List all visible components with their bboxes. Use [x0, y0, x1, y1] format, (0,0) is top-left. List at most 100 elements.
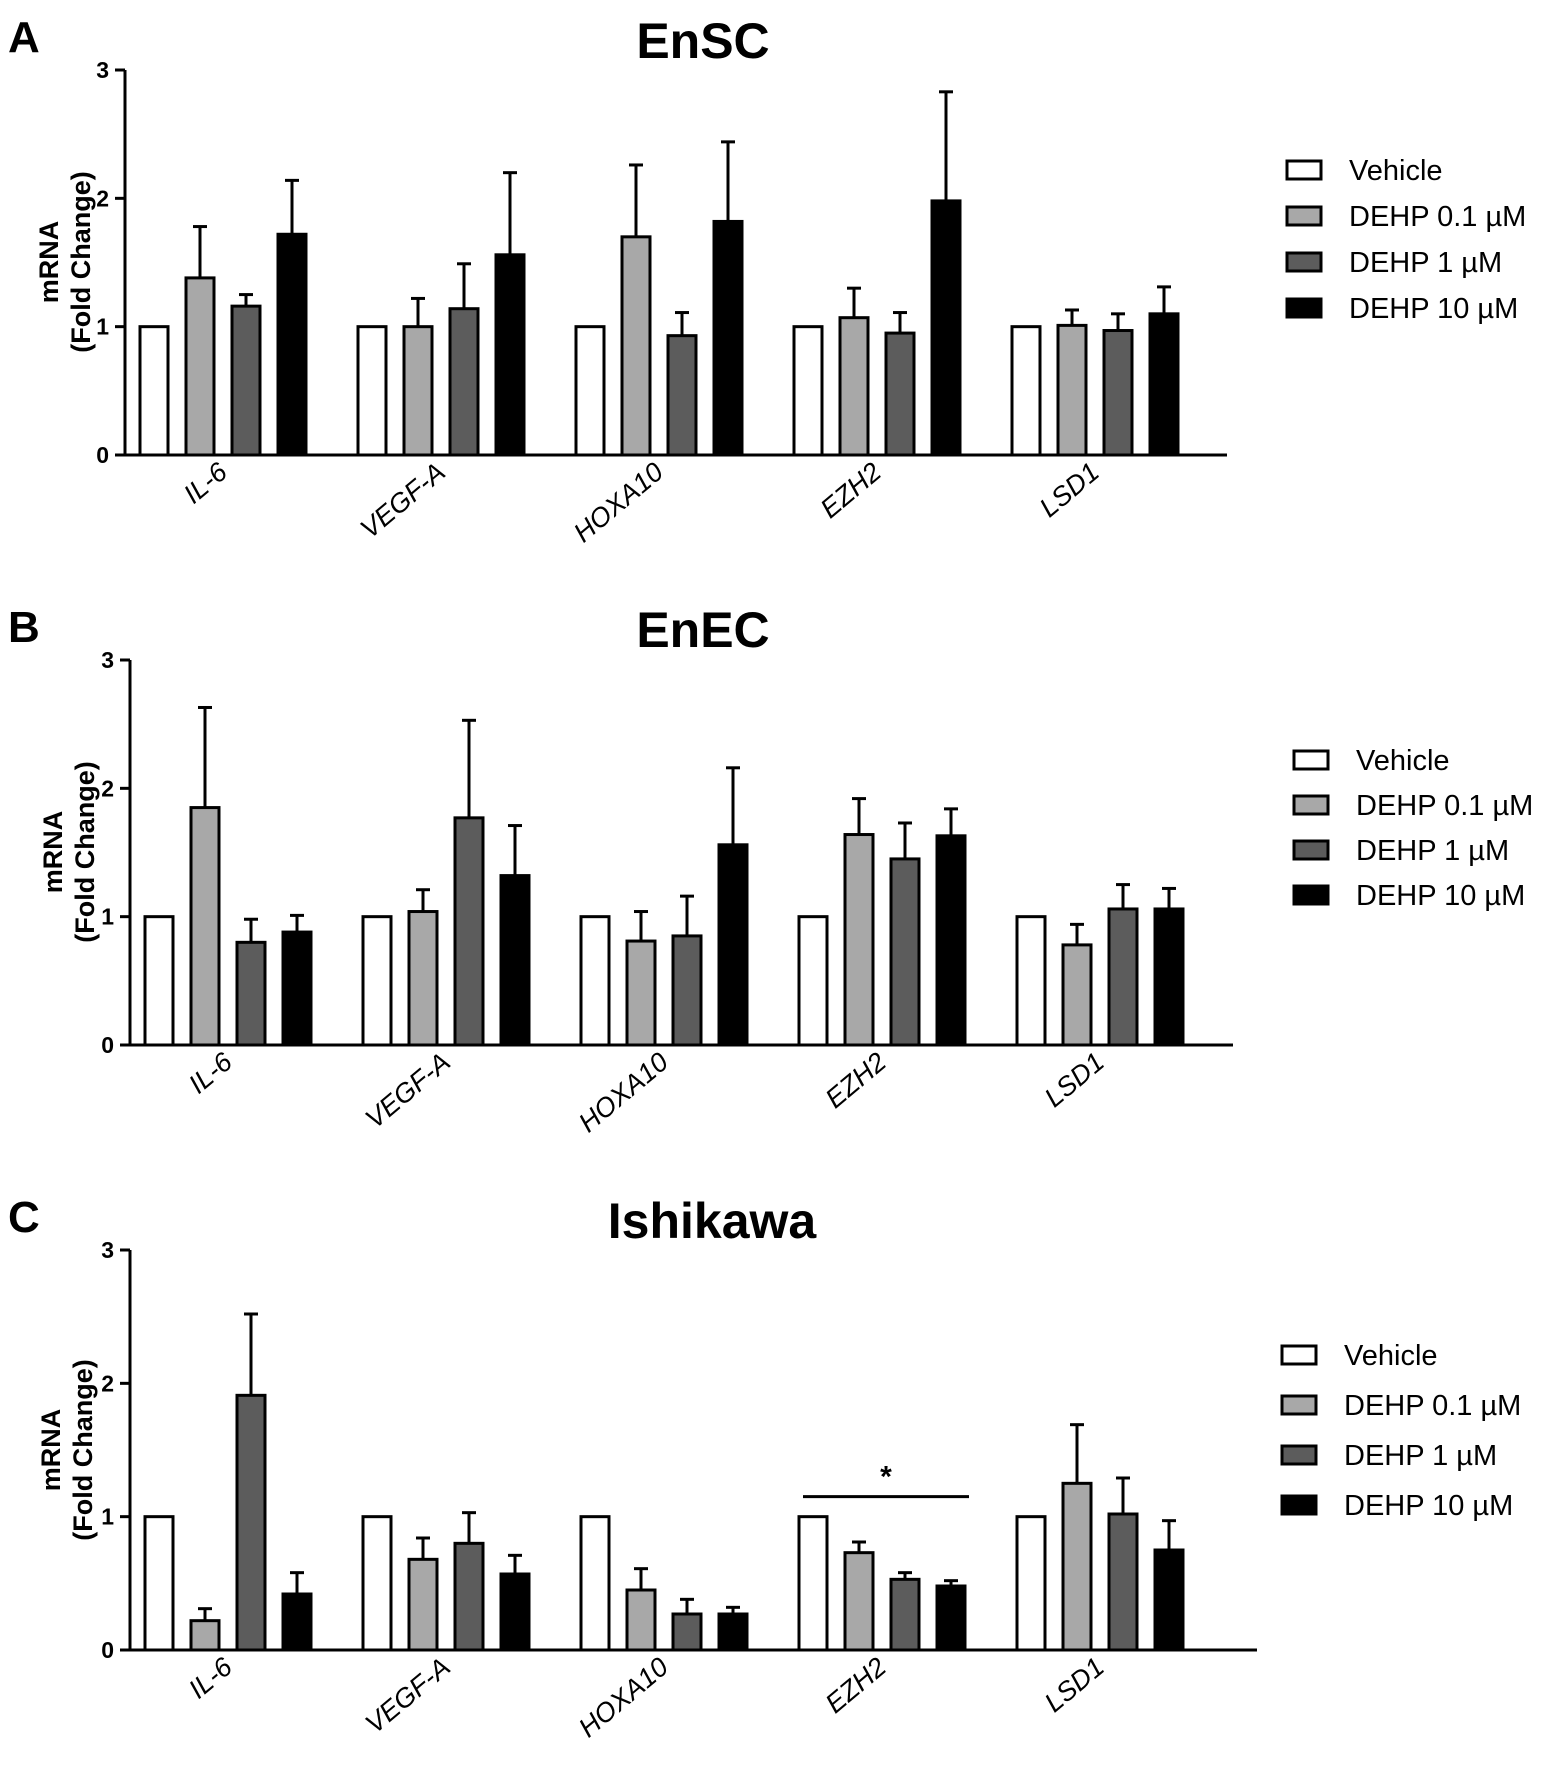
bar — [356, 325, 388, 457]
y-tick-label: 0 — [101, 1032, 114, 1058]
y-tick-label: 3 — [101, 1237, 114, 1263]
legend-swatch — [1280, 1494, 1318, 1516]
bar — [276, 232, 308, 457]
y-axis-label-units: (Fold Change) — [66, 171, 96, 352]
bar — [1107, 907, 1139, 1047]
y-axis-label-units: (Fold Change) — [68, 1359, 98, 1540]
bar — [1010, 325, 1042, 457]
legend-label: DEHP 0.1 µM — [1356, 790, 1533, 822]
y-axis-label: mRNA — [36, 1409, 66, 1492]
bar — [889, 1577, 921, 1652]
bar — [1102, 329, 1134, 457]
panel-letter: C — [8, 1193, 40, 1242]
legend-swatch — [1285, 205, 1323, 227]
legend: Vehicle DEHP 0.1 µM DEHP 1 µM DEHP 10 µM — [1280, 1340, 1521, 1522]
bar — [453, 816, 485, 1047]
bar — [717, 843, 749, 1047]
y-axis-label: mRNA — [34, 221, 64, 304]
bar — [717, 1612, 749, 1652]
bar — [143, 915, 175, 1047]
bar — [930, 199, 962, 457]
bar — [671, 1612, 703, 1652]
bar — [843, 833, 875, 1047]
bar — [361, 1515, 393, 1652]
legend: Vehicle DEHP 0.1 µM DEHP 1 µM DEHP 10 µM — [1285, 155, 1526, 325]
y-axis-label-units: (Fold Change) — [70, 761, 100, 942]
panel-letter: A — [8, 13, 40, 62]
bar — [625, 1588, 657, 1652]
bar — [499, 874, 531, 1047]
legend-label: DEHP 1 µM — [1356, 835, 1509, 867]
bar — [797, 915, 829, 1047]
legend-label: Vehicle — [1344, 1340, 1438, 1372]
x-tick-label: EZH2 — [820, 1047, 892, 1114]
panel-title: Ishikawa — [608, 1193, 818, 1249]
bar — [1015, 915, 1047, 1047]
bar — [407, 910, 439, 1047]
bar — [281, 1592, 313, 1652]
y-tick-label: 3 — [96, 57, 109, 83]
bar — [625, 939, 657, 1047]
bar — [843, 1551, 875, 1652]
bar — [494, 253, 526, 457]
y-tick-label: 3 — [101, 647, 114, 673]
bar — [235, 940, 267, 1047]
bar — [671, 934, 703, 1047]
legend-swatch — [1292, 884, 1330, 906]
panel-c: C Ishikawa mRNA (Fold Change) 0 1 2 3 IL-6 VEGF-A… — [8, 1193, 1521, 1743]
bar — [1061, 1481, 1093, 1652]
legend-swatch — [1280, 1344, 1318, 1366]
legend-swatch — [1292, 794, 1330, 816]
bar — [620, 235, 652, 457]
bar — [189, 806, 221, 1047]
bar — [1148, 312, 1180, 457]
legend-swatch — [1280, 1444, 1318, 1466]
bar — [1153, 1548, 1185, 1652]
bar — [1015, 1515, 1047, 1652]
bar — [230, 304, 262, 457]
significance-marker: * — [880, 1461, 892, 1494]
bar — [935, 834, 967, 1047]
bar — [361, 915, 393, 1047]
bar — [448, 307, 480, 457]
legend-swatch — [1292, 749, 1330, 771]
x-tick-label: LSD1 — [1034, 457, 1105, 523]
panel-b: B EnEC mRNA (Fold Change) 0 1 2 3 IL-6 VEGF-A HOXA… — [8, 602, 1533, 1138]
x-tick-label: VEGF-A — [360, 1652, 456, 1740]
bar — [792, 325, 824, 457]
bar — [712, 219, 744, 457]
y-tick-label: 0 — [96, 442, 109, 468]
x-tick-label: HOXA10 — [573, 1652, 674, 1743]
bar — [143, 1515, 175, 1652]
legend-label: DEHP 10 µM — [1349, 293, 1518, 325]
bar — [574, 325, 606, 457]
bar — [138, 325, 170, 457]
legend-label: DEHP 0.1 µM — [1349, 201, 1526, 233]
bar — [235, 1393, 267, 1652]
legend: Vehicle DEHP 0.1 µM DEHP 1 µM DEHP 10 µM — [1292, 745, 1533, 912]
x-tick-label: EZH2 — [820, 1652, 892, 1719]
x-tick-label: LSD1 — [1039, 1652, 1110, 1718]
bar — [797, 1515, 829, 1652]
x-tick-label: LSD1 — [1039, 1047, 1110, 1113]
y-tick-label: 0 — [101, 1637, 114, 1663]
panel-title: EnSC — [636, 13, 769, 69]
y-tick-label: 2 — [101, 775, 114, 801]
legend-label: Vehicle — [1349, 155, 1443, 187]
bar — [884, 331, 916, 457]
x-tick-label: IL-6 — [178, 456, 234, 510]
legend-label: DEHP 1 µM — [1349, 247, 1502, 279]
bar — [184, 276, 216, 457]
bar — [838, 316, 870, 457]
legend-swatch — [1280, 1394, 1318, 1416]
bar — [1107, 1512, 1139, 1652]
legend-swatch — [1285, 251, 1323, 273]
bar — [453, 1541, 485, 1652]
y-tick-label: 1 — [96, 314, 109, 340]
bar — [579, 915, 611, 1047]
y-tick-label: 1 — [101, 1504, 114, 1530]
y-axis-label: mRNA — [38, 811, 68, 894]
legend-label: DEHP 0.1 µM — [1344, 1390, 1521, 1422]
panel-letter: B — [8, 603, 40, 652]
